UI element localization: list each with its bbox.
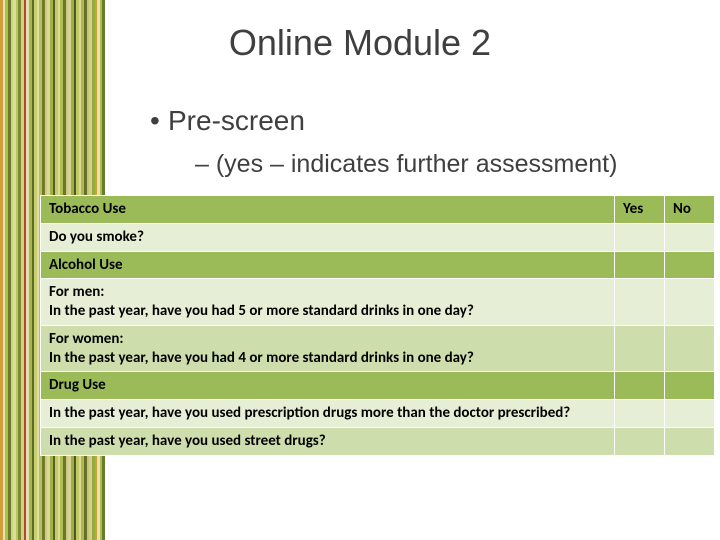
table-row: For men: In the past year, have you had …: [41, 279, 715, 326]
table-header-drug: Drug Use: [41, 372, 715, 400]
q-women-line2: In the past year, have you had 4 or more…: [49, 349, 474, 367]
bullet-level-1: •Pre-screen: [150, 105, 305, 137]
prescreen-table: Tobacco Use Yes No Do you smoke? Alcohol…: [40, 195, 715, 456]
cell-no: [665, 400, 715, 428]
bullet-dot: •: [150, 105, 168, 137]
q-smoke: Do you smoke?: [41, 223, 615, 251]
cell-yes: [615, 400, 665, 428]
cell-yes: [615, 279, 665, 326]
table-row: For women: In the past year, have you ha…: [41, 325, 715, 372]
section-tobacco: Tobacco Use: [41, 196, 615, 224]
q-street: In the past year, have you used street d…: [41, 427, 615, 455]
cell-no: [665, 251, 715, 279]
q-men-line1: For men:: [49, 283, 104, 301]
table-row: Do you smoke?: [41, 223, 715, 251]
q-men-line2: In the past year, have you had 5 or more…: [49, 302, 474, 320]
cell-yes: [615, 223, 665, 251]
cell-no: [665, 427, 715, 455]
table-row: In the past year, have you used street d…: [41, 427, 715, 455]
slide-content: Online Module 2 •Pre-screen – (yes – ind…: [0, 0, 720, 540]
table-header-tobacco: Tobacco Use Yes No: [41, 196, 715, 224]
bullet-level-2: – (yes – indicates further assessment): [195, 150, 617, 179]
cell-no: [665, 325, 715, 372]
bullet-1-text: Pre-screen: [168, 105, 305, 136]
slide-title: Online Module 2: [0, 22, 720, 64]
q-women-line1: For women:: [49, 330, 124, 348]
table-header-alcohol: Alcohol Use: [41, 251, 715, 279]
q-rx: In the past year, have you used prescrip…: [41, 400, 615, 428]
cell-yes: [615, 251, 665, 279]
cell-no: [665, 223, 715, 251]
q-women: For women: In the past year, have you ha…: [41, 325, 615, 372]
col-yes-header: Yes: [615, 196, 665, 224]
cell-no: [665, 279, 715, 326]
cell-yes: [615, 325, 665, 372]
bullet-2-text: – (yes – indicates further assessment): [195, 150, 617, 178]
cell-yes: [615, 372, 665, 400]
table-row: In the past year, have you used prescrip…: [41, 400, 715, 428]
col-no-header: No: [665, 196, 715, 224]
q-men: For men: In the past year, have you had …: [41, 279, 615, 326]
cell-yes: [615, 427, 665, 455]
section-drug: Drug Use: [41, 372, 615, 400]
section-alcohol: Alcohol Use: [41, 251, 615, 279]
cell-no: [665, 372, 715, 400]
